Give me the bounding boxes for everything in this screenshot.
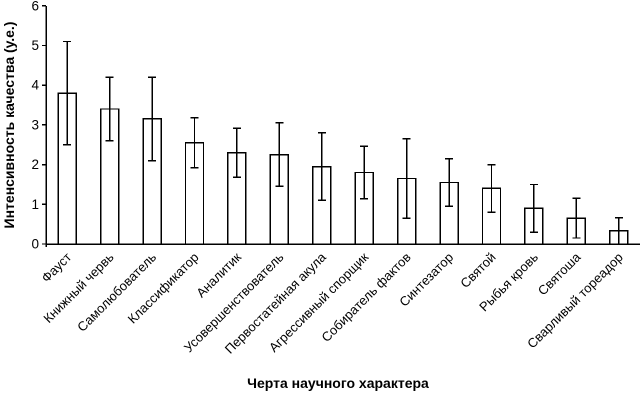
x-category-label: Самолюбователь bbox=[74, 249, 159, 334]
y-tick-label: 1 bbox=[31, 197, 39, 212]
x-category-label: Фауст bbox=[38, 249, 74, 285]
y-tick-label: 4 bbox=[31, 78, 39, 93]
y-axis-title: Интенсивность качества (у.е.) bbox=[1, 22, 17, 229]
y-tick-label: 0 bbox=[31, 237, 39, 252]
x-axis-title: Черта научного характера bbox=[247, 375, 429, 391]
y-tick-label: 5 bbox=[31, 38, 39, 53]
y-tick-label: 3 bbox=[31, 117, 39, 132]
y-tick-label: 2 bbox=[31, 157, 39, 172]
x-category-label: Святой bbox=[457, 250, 498, 291]
y-tick-label: 6 bbox=[31, 0, 39, 13]
